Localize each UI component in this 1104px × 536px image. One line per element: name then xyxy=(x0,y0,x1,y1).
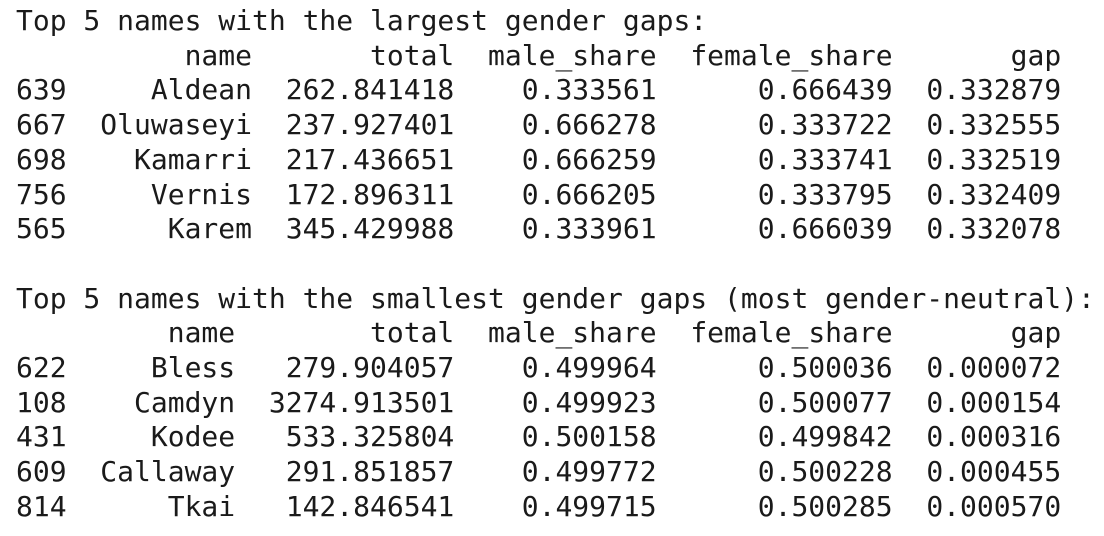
cell: Kamarri xyxy=(134,142,253,176)
cell: 0.500036 xyxy=(757,351,893,384)
cell: 0.666259 xyxy=(521,142,657,176)
section-title: Top 5 names with the largest gender gaps… xyxy=(16,4,708,37)
cell: Bless xyxy=(150,351,236,384)
cell: 3274.913501 xyxy=(268,385,455,419)
cell: 0.500077 xyxy=(757,385,893,419)
cell: 237.927401 xyxy=(285,108,455,142)
cell: 279.904057 xyxy=(285,351,455,384)
cell: 0.500228 xyxy=(757,455,893,489)
cell: 0.500285 xyxy=(757,489,893,523)
cell: 0.000455 xyxy=(926,455,1062,489)
cell: 0.000316 xyxy=(926,420,1062,454)
cell: 291.851857 xyxy=(285,455,455,489)
section-title: Top 5 names with the smallest gender gap… xyxy=(16,281,1095,315)
row-index: 756 xyxy=(16,177,67,211)
cell: 0.499923 xyxy=(521,385,657,419)
cell: Vernis xyxy=(150,177,253,211)
cell: 0.000570 xyxy=(926,489,1062,523)
cell: 0.332555 xyxy=(926,108,1062,142)
cell: 0.499715 xyxy=(521,489,657,523)
cell: 0.333741 xyxy=(757,142,893,176)
cell: 0.333795 xyxy=(757,177,893,211)
cell: 0.666439 xyxy=(757,73,893,107)
cell: 217.436651 xyxy=(285,142,455,176)
cell: 0.333722 xyxy=(757,108,893,142)
cell: 0.333961 xyxy=(521,212,657,246)
cell: 142.846541 xyxy=(285,489,455,523)
cell: 0.332409 xyxy=(926,177,1062,211)
cell: Camdyn xyxy=(134,385,236,419)
cell: 0.332078 xyxy=(926,212,1062,246)
column-header: total xyxy=(370,38,455,72)
cell: Karem xyxy=(167,212,253,246)
row-index: 609 xyxy=(16,455,67,489)
cell: 0.499772 xyxy=(521,455,657,489)
cell: 0.000072 xyxy=(926,351,1062,384)
column-header: gap xyxy=(1010,38,1062,72)
cell: 262.841418 xyxy=(285,73,455,107)
column-header: total xyxy=(370,316,455,350)
cell: Callaway xyxy=(100,455,236,489)
row-index: 814 xyxy=(16,489,67,523)
cell: 0.333561 xyxy=(521,73,657,107)
row-index: 622 xyxy=(16,351,67,384)
cell: 0.666278 xyxy=(521,108,657,142)
cell: Oluwaseyi xyxy=(100,108,252,142)
cell: 0.332879 xyxy=(926,73,1062,107)
cell: 0.332519 xyxy=(926,142,1062,176)
cell: 0.000154 xyxy=(926,385,1062,419)
cell: 533.325804 xyxy=(285,420,455,454)
row-index: 698 xyxy=(16,142,67,176)
row-index: 565 xyxy=(16,212,67,246)
cell: 0.499842 xyxy=(757,420,893,454)
cell: Aldean xyxy=(150,73,253,107)
cell: 0.500158 xyxy=(521,420,657,454)
row-index: 667 xyxy=(16,108,67,142)
row-index: 639 xyxy=(16,73,67,107)
column-header: male_share xyxy=(488,38,657,72)
cell: 0.499964 xyxy=(521,351,657,384)
row-index: 431 xyxy=(16,420,67,454)
cell: Tkai xyxy=(167,489,236,523)
row-index: 108 xyxy=(16,385,67,419)
column-header: male_share xyxy=(488,316,657,350)
cell: Kodee xyxy=(150,420,236,454)
column-header: female_share xyxy=(690,38,893,72)
column-header: name xyxy=(184,38,253,72)
cell: 345.429988 xyxy=(285,212,455,246)
cell: 0.666205 xyxy=(521,177,657,211)
column-header: name xyxy=(167,316,236,350)
column-header: female_share xyxy=(690,316,893,350)
cell: 0.666039 xyxy=(757,212,893,246)
column-header: gap xyxy=(1010,316,1062,350)
cell: 172.896311 xyxy=(285,177,455,211)
